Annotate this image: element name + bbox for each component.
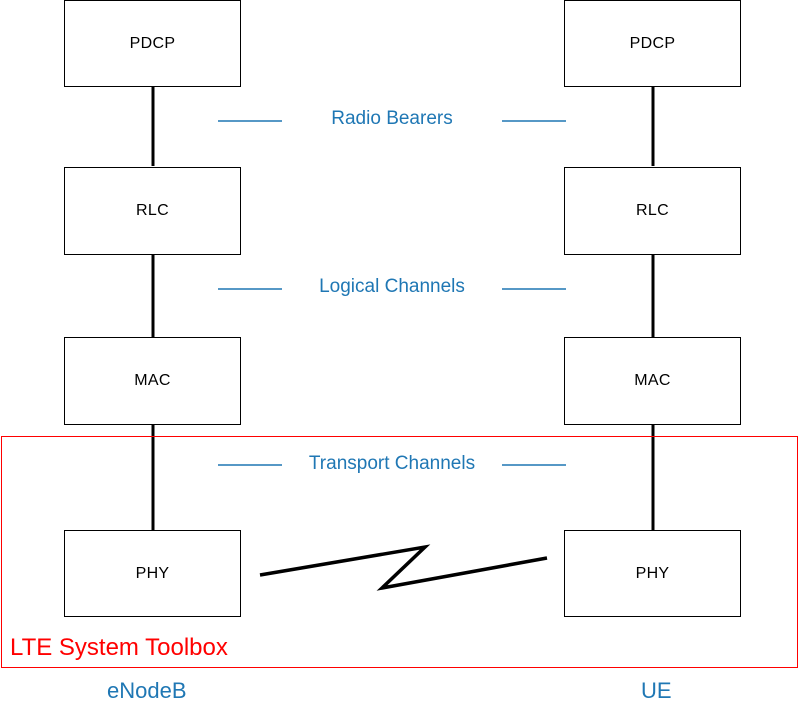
right-mac-box: MAC	[564, 337, 741, 425]
lte-toolbox-label: LTE System Toolbox	[10, 634, 228, 661]
radio-link-zigzag	[259, 544, 548, 591]
left-phy-box: PHY	[64, 530, 241, 617]
left-mac-box: MAC	[64, 337, 241, 425]
left-pdcp-label: PDCP	[129, 34, 176, 52]
right-rlc-box: RLC	[564, 167, 741, 255]
right-phy-box: PHY	[564, 530, 741, 617]
right-pdcp-label: PDCP	[629, 34, 676, 52]
right-phy-label: PHY	[635, 564, 670, 582]
ue-label: UE	[641, 678, 672, 703]
logical-channels-label: Logical Channels	[319, 276, 465, 297]
radio-bearers-label: Radio Bearers	[331, 108, 453, 129]
right-mac-label: MAC	[634, 372, 671, 389]
right-rlc-label: RLC	[636, 202, 669, 219]
right-pdcp-box: PDCP	[564, 0, 741, 87]
left-pdcp-box: PDCP	[64, 0, 241, 87]
enodeb-label: eNodeB	[107, 678, 187, 703]
lte-toolbox-region	[1, 436, 798, 668]
transport-channels-label: Transport Channels	[308, 453, 476, 474]
left-phy-label: PHY	[135, 564, 170, 582]
left-rlc-label: RLC	[136, 202, 169, 219]
left-mac-label: MAC	[134, 372, 171, 389]
left-rlc-box: RLC	[64, 167, 241, 255]
